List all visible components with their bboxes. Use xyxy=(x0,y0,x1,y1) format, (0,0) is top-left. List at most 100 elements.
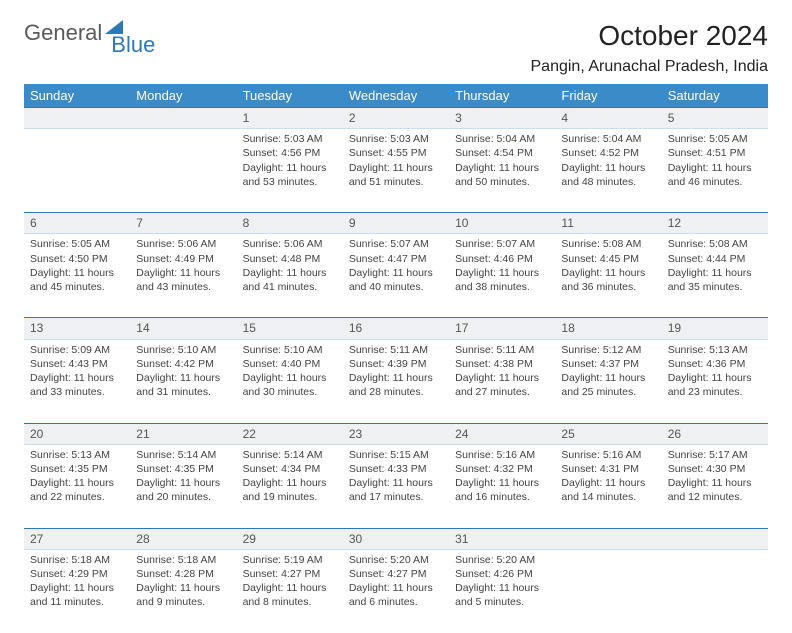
sunset-line: Sunset: 4:37 PM xyxy=(561,357,655,371)
day-number: 25 xyxy=(555,423,661,444)
day-cell: Sunrise: 5:13 AMSunset: 4:36 PMDaylight:… xyxy=(662,339,768,423)
sunset-line: Sunset: 4:36 PM xyxy=(668,357,762,371)
sunrise-line: Sunrise: 5:14 AM xyxy=(136,448,230,462)
day-cell: Sunrise: 5:16 AMSunset: 4:32 PMDaylight:… xyxy=(449,444,555,528)
day-cell: Sunrise: 5:14 AMSunset: 4:35 PMDaylight:… xyxy=(130,444,236,528)
sunrise-line: Sunrise: 5:16 AM xyxy=(561,448,655,462)
sunrise-line: Sunrise: 5:04 AM xyxy=(561,132,655,146)
day-number: 5 xyxy=(662,108,768,129)
sunset-line: Sunset: 4:44 PM xyxy=(668,252,762,266)
daylight-line: Daylight: 11 hours and 31 minutes. xyxy=(136,371,230,399)
day-number: 12 xyxy=(662,213,768,234)
day-number: 26 xyxy=(662,423,768,444)
sunrise-line: Sunrise: 5:20 AM xyxy=(349,553,443,567)
sunset-line: Sunset: 4:48 PM xyxy=(243,252,337,266)
day-cell: Sunrise: 5:11 AMSunset: 4:39 PMDaylight:… xyxy=(343,339,449,423)
day-number: 2 xyxy=(343,108,449,129)
location: Pangin, Arunachal Pradesh, India xyxy=(531,58,769,76)
day-number-row: 13141516171819 xyxy=(24,318,768,339)
daylight-line: Daylight: 11 hours and 35 minutes. xyxy=(668,266,762,294)
day-number: 10 xyxy=(449,213,555,234)
sunset-line: Sunset: 4:27 PM xyxy=(349,567,443,581)
sunset-line: Sunset: 4:35 PM xyxy=(136,462,230,476)
sunrise-line: Sunrise: 5:03 AM xyxy=(243,132,337,146)
day-number-row: 6789101112 xyxy=(24,213,768,234)
day-cell xyxy=(555,549,661,633)
sunset-line: Sunset: 4:51 PM xyxy=(668,146,762,160)
sunrise-line: Sunrise: 5:11 AM xyxy=(455,343,549,357)
weekday-header: Saturday xyxy=(662,84,768,108)
daylight-line: Daylight: 11 hours and 43 minutes. xyxy=(136,266,230,294)
sunset-line: Sunset: 4:54 PM xyxy=(455,146,549,160)
sunrise-line: Sunrise: 5:16 AM xyxy=(455,448,549,462)
daylight-line: Daylight: 11 hours and 11 minutes. xyxy=(30,581,124,609)
sunrise-line: Sunrise: 5:15 AM xyxy=(349,448,443,462)
day-number: 30 xyxy=(343,528,449,549)
sunrise-line: Sunrise: 5:07 AM xyxy=(455,237,549,251)
sunrise-line: Sunrise: 5:18 AM xyxy=(136,553,230,567)
day-cell: Sunrise: 5:06 AMSunset: 4:49 PMDaylight:… xyxy=(130,234,236,318)
day-cell: Sunrise: 5:20 AMSunset: 4:27 PMDaylight:… xyxy=(343,549,449,633)
sunrise-line: Sunrise: 5:10 AM xyxy=(136,343,230,357)
sunrise-line: Sunrise: 5:09 AM xyxy=(30,343,124,357)
daylight-line: Daylight: 11 hours and 30 minutes. xyxy=(243,371,337,399)
day-cell: Sunrise: 5:10 AMSunset: 4:40 PMDaylight:… xyxy=(237,339,343,423)
weekday-header: Monday xyxy=(130,84,236,108)
day-cell: Sunrise: 5:10 AMSunset: 4:42 PMDaylight:… xyxy=(130,339,236,423)
sunset-line: Sunset: 4:35 PM xyxy=(30,462,124,476)
day-number: 20 xyxy=(24,423,130,444)
sunset-line: Sunset: 4:29 PM xyxy=(30,567,124,581)
day-number: 21 xyxy=(130,423,236,444)
sunrise-line: Sunrise: 5:10 AM xyxy=(243,343,337,357)
day-cell: Sunrise: 5:06 AMSunset: 4:48 PMDaylight:… xyxy=(237,234,343,318)
daylight-line: Daylight: 11 hours and 22 minutes. xyxy=(30,476,124,504)
sunset-line: Sunset: 4:38 PM xyxy=(455,357,549,371)
sunrise-line: Sunrise: 5:05 AM xyxy=(30,237,124,251)
daylight-line: Daylight: 11 hours and 9 minutes. xyxy=(136,581,230,609)
day-number: 6 xyxy=(24,213,130,234)
daylight-line: Daylight: 11 hours and 19 minutes. xyxy=(243,476,337,504)
calendar-head: SundayMondayTuesdayWednesdayThursdayFrid… xyxy=(24,84,768,108)
day-cell: Sunrise: 5:19 AMSunset: 4:27 PMDaylight:… xyxy=(237,549,343,633)
sunset-line: Sunset: 4:31 PM xyxy=(561,462,655,476)
daylight-line: Daylight: 11 hours and 51 minutes. xyxy=(349,161,443,189)
daylight-line: Daylight: 11 hours and 40 minutes. xyxy=(349,266,443,294)
day-number: 23 xyxy=(343,423,449,444)
sunset-line: Sunset: 4:46 PM xyxy=(455,252,549,266)
day-cell: Sunrise: 5:16 AMSunset: 4:31 PMDaylight:… xyxy=(555,444,661,528)
weekday-header: Wednesday xyxy=(343,84,449,108)
day-cell: Sunrise: 5:14 AMSunset: 4:34 PMDaylight:… xyxy=(237,444,343,528)
day-cell: Sunrise: 5:05 AMSunset: 4:51 PMDaylight:… xyxy=(662,129,768,213)
day-number: 1 xyxy=(237,108,343,129)
daylight-line: Daylight: 11 hours and 48 minutes. xyxy=(561,161,655,189)
month-title: October 2024 xyxy=(531,20,769,52)
day-number xyxy=(555,528,661,549)
day-number: 15 xyxy=(237,318,343,339)
sunset-line: Sunset: 4:56 PM xyxy=(243,146,337,160)
sunrise-line: Sunrise: 5:04 AM xyxy=(455,132,549,146)
day-content-row: Sunrise: 5:13 AMSunset: 4:35 PMDaylight:… xyxy=(24,444,768,528)
day-number: 13 xyxy=(24,318,130,339)
day-number: 28 xyxy=(130,528,236,549)
day-number-row: 2728293031 xyxy=(24,528,768,549)
day-cell: Sunrise: 5:17 AMSunset: 4:30 PMDaylight:… xyxy=(662,444,768,528)
daylight-line: Daylight: 11 hours and 5 minutes. xyxy=(455,581,549,609)
sunrise-line: Sunrise: 5:12 AM xyxy=(561,343,655,357)
daylight-line: Daylight: 11 hours and 50 minutes. xyxy=(455,161,549,189)
day-number: 22 xyxy=(237,423,343,444)
sunset-line: Sunset: 4:42 PM xyxy=(136,357,230,371)
daylight-line: Daylight: 11 hours and 38 minutes. xyxy=(455,266,549,294)
day-cell: Sunrise: 5:07 AMSunset: 4:47 PMDaylight:… xyxy=(343,234,449,318)
day-cell: Sunrise: 5:15 AMSunset: 4:33 PMDaylight:… xyxy=(343,444,449,528)
day-cell: Sunrise: 5:08 AMSunset: 4:44 PMDaylight:… xyxy=(662,234,768,318)
day-cell: Sunrise: 5:03 AMSunset: 4:55 PMDaylight:… xyxy=(343,129,449,213)
daylight-line: Daylight: 11 hours and 14 minutes. xyxy=(561,476,655,504)
sunset-line: Sunset: 4:30 PM xyxy=(668,462,762,476)
daylight-line: Daylight: 11 hours and 6 minutes. xyxy=(349,581,443,609)
sunset-line: Sunset: 4:50 PM xyxy=(30,252,124,266)
day-number xyxy=(130,108,236,129)
sunset-line: Sunset: 4:43 PM xyxy=(30,357,124,371)
day-cell: Sunrise: 5:18 AMSunset: 4:29 PMDaylight:… xyxy=(24,549,130,633)
day-number: 14 xyxy=(130,318,236,339)
day-number: 7 xyxy=(130,213,236,234)
